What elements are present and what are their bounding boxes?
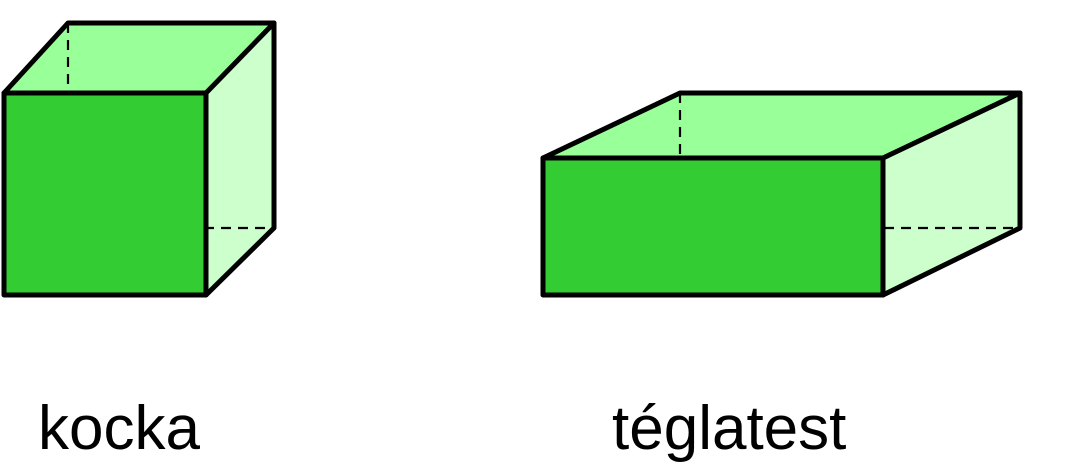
cube-top-outline xyxy=(1,20,277,96)
cube-side-outline xyxy=(203,20,277,298)
cube-label: kocka xyxy=(38,394,200,463)
cuboid-side-outline xyxy=(880,90,1023,298)
cuboid-front-face xyxy=(543,158,883,295)
cuboid-top-outline xyxy=(540,90,1023,161)
cube xyxy=(1,20,277,298)
cuboid-label: téglatest xyxy=(612,394,847,463)
cuboid xyxy=(540,90,1023,298)
cube-top-face xyxy=(4,23,274,93)
cube-front-face xyxy=(4,93,206,295)
cuboid-top-face xyxy=(543,93,1020,158)
